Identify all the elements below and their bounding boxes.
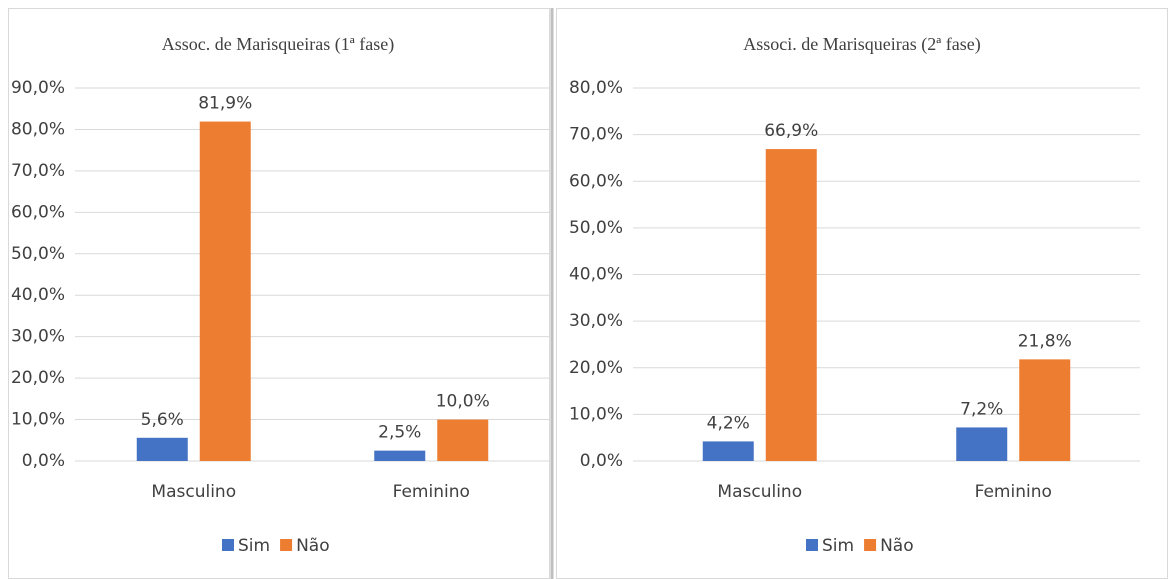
panel-frame bbox=[556, 8, 1168, 579]
y-tick-label: 80,0% bbox=[11, 119, 65, 139]
data-label: 5,6% bbox=[141, 410, 184, 430]
chart-title: Assoc. de Marisqueiras (1ª fase) bbox=[162, 34, 394, 55]
x-tick-label: Masculino bbox=[151, 482, 236, 502]
y-tick-label: 70,0% bbox=[11, 161, 65, 181]
legend-label: Sim bbox=[822, 536, 854, 556]
legend-swatch bbox=[864, 539, 877, 551]
y-tick-label: 30,0% bbox=[11, 327, 65, 347]
panel-frame bbox=[8, 8, 550, 579]
y-tick-label: 10,0% bbox=[11, 410, 65, 430]
x-tick-label: Masculino bbox=[717, 482, 802, 502]
y-tick-label: 10,0% bbox=[569, 404, 623, 424]
data-label: 7,2% bbox=[960, 399, 1003, 419]
x-tick-label: Feminino bbox=[975, 482, 1052, 502]
data-label: 66,9% bbox=[764, 121, 818, 141]
bar bbox=[765, 149, 817, 462]
legend-label: Não bbox=[880, 536, 914, 556]
y-tick-label: 70,0% bbox=[569, 125, 623, 145]
legend-label: Sim bbox=[238, 536, 270, 556]
bar bbox=[956, 427, 1008, 461]
y-tick-label: 20,0% bbox=[11, 368, 65, 388]
legend-swatch bbox=[280, 539, 293, 551]
y-tick-label: 50,0% bbox=[569, 218, 623, 238]
data-label: 10,0% bbox=[436, 392, 490, 412]
y-tick-label: 30,0% bbox=[569, 311, 623, 331]
data-label: 81,9% bbox=[198, 94, 252, 114]
bar bbox=[136, 437, 188, 461]
x-tick-label: Feminino bbox=[393, 482, 470, 502]
y-tick-label: 40,0% bbox=[11, 285, 65, 305]
bar bbox=[702, 441, 754, 461]
legend-swatch bbox=[222, 539, 234, 551]
y-tick-label: 80,0% bbox=[569, 78, 623, 98]
bar bbox=[437, 419, 489, 461]
y-tick-label: 90,0% bbox=[11, 78, 65, 98]
y-tick-label: 0,0% bbox=[22, 451, 65, 471]
legend-label: Não bbox=[296, 536, 330, 556]
data-label: 4,2% bbox=[707, 413, 750, 433]
y-tick-label: 60,0% bbox=[11, 202, 65, 222]
bar bbox=[1019, 359, 1071, 461]
data-label: 2,5% bbox=[378, 423, 421, 443]
y-tick-label: 50,0% bbox=[11, 244, 65, 264]
bar bbox=[374, 450, 426, 461]
y-tick-label: 60,0% bbox=[569, 171, 623, 191]
y-tick-label: 0,0% bbox=[580, 451, 623, 471]
bar bbox=[199, 121, 251, 461]
legend-swatch bbox=[806, 539, 818, 551]
y-tick-label: 40,0% bbox=[569, 265, 623, 285]
y-tick-label: 20,0% bbox=[569, 358, 623, 378]
chart-title: Associ. de Marisqueiras (2ª fase) bbox=[743, 34, 980, 55]
data-label: 21,8% bbox=[1018, 331, 1072, 351]
